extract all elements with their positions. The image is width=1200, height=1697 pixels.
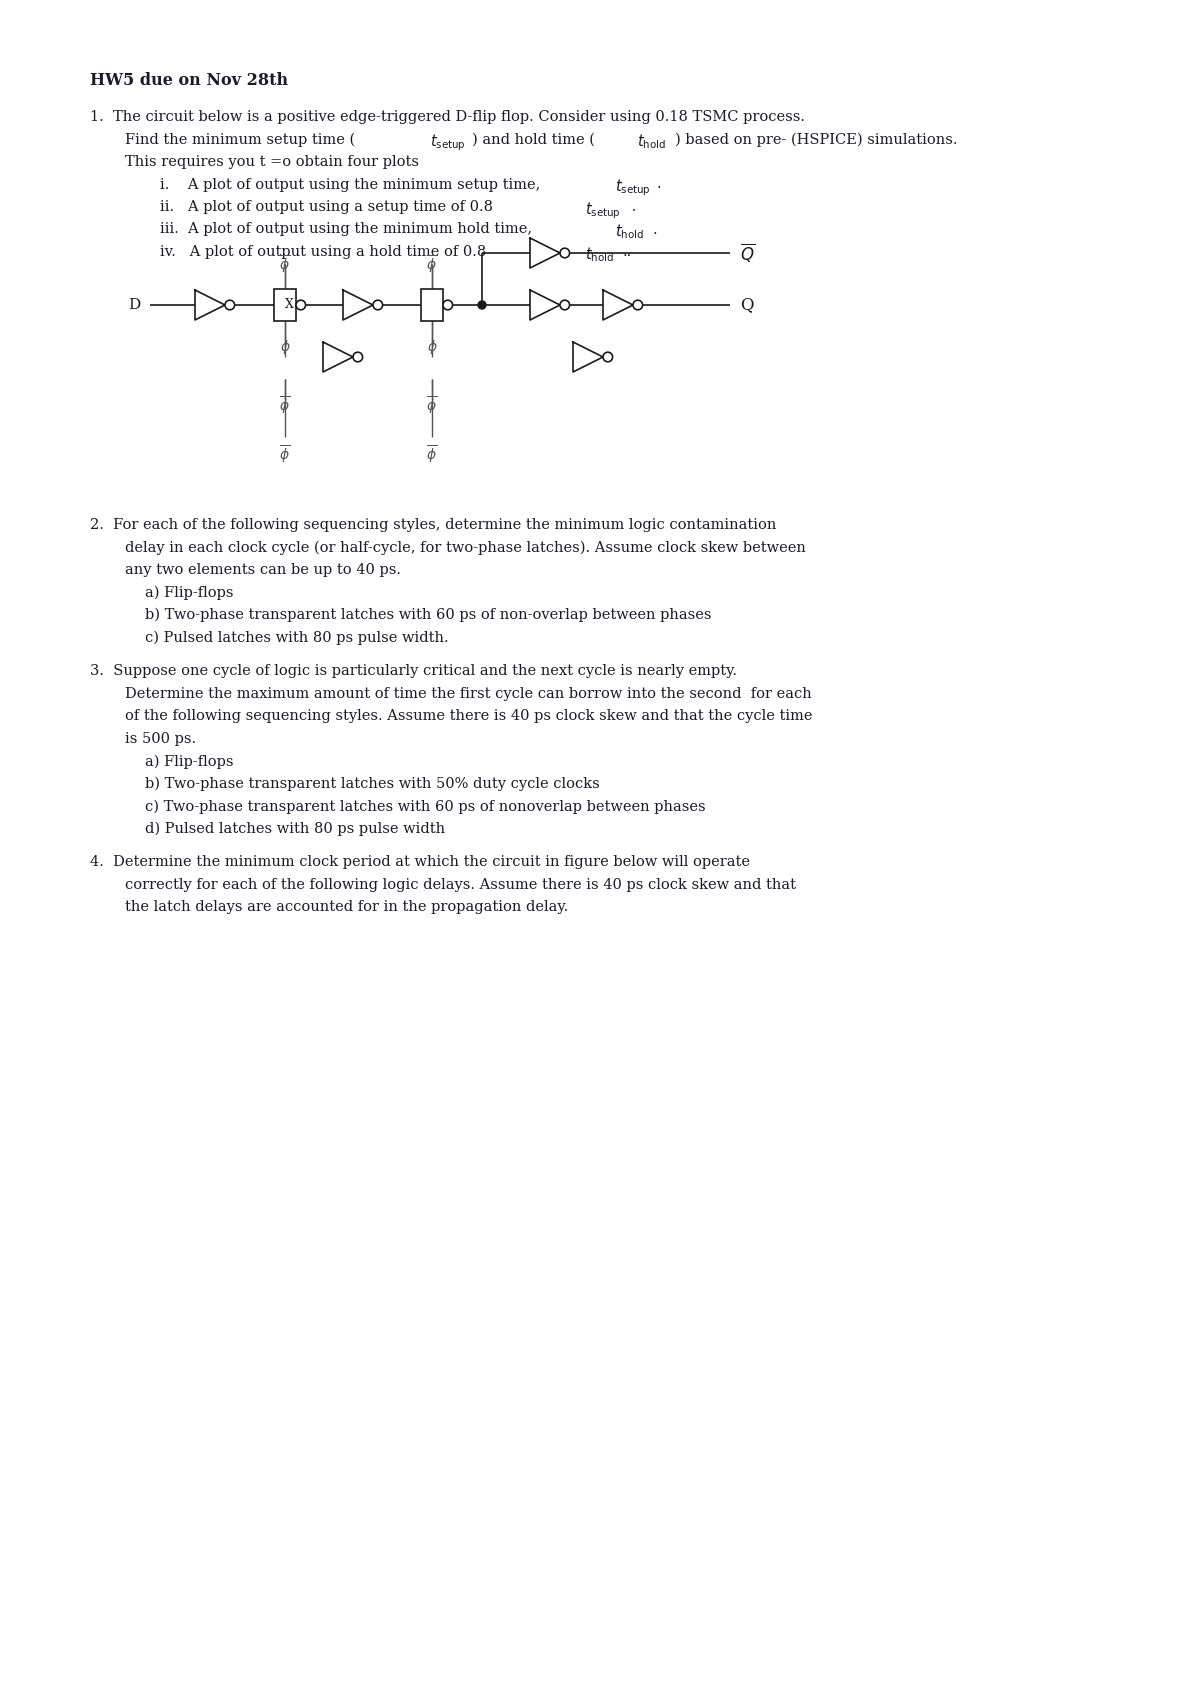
Text: D: D [127, 299, 140, 312]
Text: $\overline{\phi}$: $\overline{\phi}$ [426, 255, 438, 277]
Text: $t_{\mathsf{setup}}$: $t_{\mathsf{setup}}$ [586, 200, 620, 221]
Text: of the following sequencing styles. Assume there is 40 ps clock skew and that th: of the following sequencing styles. Assu… [125, 709, 812, 723]
Text: ..: .. [623, 244, 632, 260]
Text: Determine the maximum amount of time the first cycle can borrow into the second : Determine the maximum amount of time the… [125, 687, 811, 701]
Text: $t_{\mathsf{hold}}$: $t_{\mathsf{hold}}$ [616, 222, 644, 241]
Text: Find the minimum setup time (: Find the minimum setup time ( [125, 132, 355, 148]
Text: delay in each clock cycle (or half-cycle, for two-phase latches). Assume clock s: delay in each clock cycle (or half-cycle… [125, 541, 806, 555]
Text: correctly for each of the following logic delays. Assume there is 40 ps clock sk: correctly for each of the following logi… [125, 877, 796, 893]
Text: is 500 ps.: is 500 ps. [125, 731, 196, 745]
Text: $\overline{\phi}$: $\overline{\phi}$ [280, 395, 290, 417]
Text: $\overline{\phi}$: $\overline{\phi}$ [426, 395, 438, 417]
Text: 2.  For each of the following sequencing styles, determine the minimum logic con: 2. For each of the following sequencing … [90, 518, 776, 531]
Text: iii.  A plot of output using the minimum hold time,: iii. A plot of output using the minimum … [160, 222, 536, 236]
Text: b) Two-phase transparent latches with 50% duty cycle clocks: b) Two-phase transparent latches with 50… [145, 777, 600, 791]
Text: $\overline{\phi}$: $\overline{\phi}$ [280, 255, 290, 277]
Circle shape [373, 300, 383, 311]
Text: a) Flip-flops: a) Flip-flops [145, 585, 234, 601]
Text: 4.  Determine the minimum clock period at which the circuit in figure below will: 4. Determine the minimum clock period at… [90, 855, 750, 869]
Text: 3.  Suppose one cycle of logic is particularly critical and the next cycle is ne: 3. Suppose one cycle of logic is particu… [90, 664, 737, 679]
Text: $\phi$: $\phi$ [427, 338, 437, 356]
Text: the latch delays are accounted for in the propagation delay.: the latch delays are accounted for in th… [125, 901, 569, 915]
Circle shape [226, 300, 235, 311]
Text: iv.   A plot of output using a hold time of 0.8: iv. A plot of output using a hold time o… [160, 244, 491, 260]
Text: $t_{\mathsf{setup}}$: $t_{\mathsf{setup}}$ [430, 132, 466, 153]
Circle shape [443, 300, 452, 311]
Text: This requires you t =o obtain four plots: This requires you t =o obtain four plots [125, 154, 419, 170]
Circle shape [604, 353, 613, 361]
Text: $\overline{\phi}$: $\overline{\phi}$ [426, 445, 438, 467]
Text: $t_{\mathsf{hold}}$: $t_{\mathsf{hold}}$ [586, 244, 614, 263]
Text: b) Two-phase transparent latches with 60 ps of non-overlap between phases: b) Two-phase transparent latches with 60… [145, 608, 712, 623]
Text: c) Pulsed latches with 80 ps pulse width.: c) Pulsed latches with 80 ps pulse width… [145, 631, 449, 645]
Text: $\overline{Q}$: $\overline{Q}$ [740, 241, 755, 265]
Bar [421, 288, 443, 321]
Text: d) Pulsed latches with 80 ps pulse width: d) Pulsed latches with 80 ps pulse width [145, 821, 445, 837]
Text: i.    A plot of output using the minimum setup time,: i. A plot of output using the minimum se… [160, 178, 545, 192]
Circle shape [560, 248, 570, 258]
Text: any two elements can be up to 40 ps.: any two elements can be up to 40 ps. [125, 563, 401, 577]
Circle shape [353, 353, 362, 361]
Text: $\overline{\phi}$: $\overline{\phi}$ [280, 445, 290, 467]
Circle shape [296, 300, 306, 311]
Text: ) and hold time (: ) and hold time ( [472, 132, 595, 146]
Text: $t_{\mathsf{hold}}$: $t_{\mathsf{hold}}$ [637, 132, 666, 151]
Text: ii.   A plot of output using a setup time of 0.8: ii. A plot of output using a setup time … [160, 200, 498, 214]
Text: .: . [628, 200, 636, 214]
Text: .: . [653, 222, 658, 236]
Text: 1.  The circuit below is a positive edge-triggered D-flip flop. Consider using 0: 1. The circuit below is a positive edge-… [90, 110, 805, 124]
Text: a) Flip-flops: a) Flip-flops [145, 753, 234, 769]
Text: .: . [658, 178, 661, 192]
Circle shape [478, 300, 486, 309]
Bar [274, 288, 296, 321]
Text: $t_{\mathsf{setup}}$: $t_{\mathsf{setup}}$ [616, 178, 650, 199]
Circle shape [634, 300, 643, 311]
Text: $\phi$: $\phi$ [280, 338, 290, 356]
Circle shape [560, 300, 570, 311]
Text: HW5 due on Nov 28th: HW5 due on Nov 28th [90, 71, 288, 88]
Text: X: X [284, 299, 294, 312]
Text: ) based on pre- (HSPICE) simulations.: ) based on pre- (HSPICE) simulations. [674, 132, 958, 148]
Text: Q: Q [740, 297, 754, 314]
Text: c) Two-phase transparent latches with 60 ps of nonoverlap between phases: c) Two-phase transparent latches with 60… [145, 799, 706, 813]
